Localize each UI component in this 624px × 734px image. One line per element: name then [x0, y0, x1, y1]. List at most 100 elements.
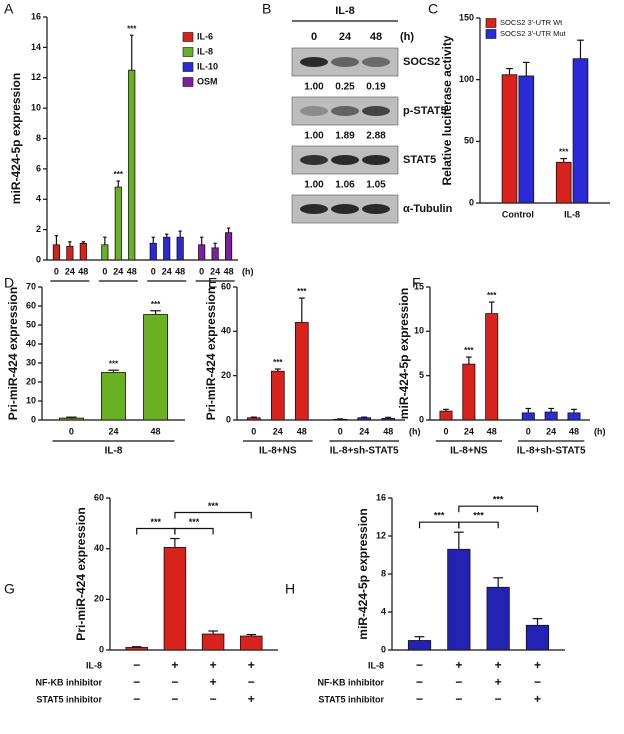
- legend-label: OSM: [197, 76, 218, 86]
- y-tick-label: 20: [221, 370, 231, 380]
- y-tick-label: 30: [26, 357, 36, 367]
- x-unit: (h): [409, 426, 421, 436]
- bar: [462, 363, 476, 421]
- y-tick-label: 5: [419, 370, 424, 380]
- group-label: IL-8+NS: [259, 446, 297, 457]
- y-tick-label: 2: [36, 224, 41, 234]
- error-bar: [571, 408, 577, 413]
- legend-swatch: [182, 47, 194, 57]
- x-tick-label: 48: [127, 266, 137, 276]
- condition-mark: +: [171, 658, 178, 672]
- error-bar: [414, 636, 425, 641]
- condition-mark: −: [133, 675, 140, 689]
- significance-label: ***: [297, 287, 307, 296]
- bar: [59, 417, 84, 421]
- error-bar: [250, 416, 257, 418]
- condition-mark: −: [455, 692, 462, 706]
- blot-quant: 1.89: [335, 131, 355, 142]
- blot-row-label: p-STAT5: [403, 105, 447, 117]
- bar: [201, 633, 225, 651]
- y-tick-label: 70: [26, 281, 36, 291]
- error-bar: [103, 236, 107, 245]
- x-tick-label: 24: [113, 266, 123, 276]
- bar: [101, 372, 126, 421]
- error-bar: [274, 368, 281, 372]
- x-tick-label: 24: [359, 426, 369, 436]
- y-tick-label: 8: [36, 133, 41, 143]
- error-bar: [488, 301, 495, 314]
- y-tick-label: 0: [226, 414, 231, 424]
- error-bar: [213, 242, 217, 248]
- significance-label: ***: [464, 346, 474, 355]
- blot-band: [331, 57, 359, 67]
- bracket: [136, 527, 176, 535]
- significance-label: ***: [273, 358, 283, 367]
- x-tick-label: 0: [102, 266, 107, 276]
- condition-mark: +: [534, 658, 541, 672]
- y-tick-label: 10: [414, 326, 424, 336]
- lane-label: 24: [339, 31, 352, 43]
- significance-label: ***: [109, 359, 119, 368]
- y-axis-label: Pri-miR-424 expression: [6, 287, 20, 420]
- bar: [518, 75, 535, 204]
- y-tick-label: 4: [36, 194, 41, 204]
- error-bar: [131, 646, 142, 648]
- bar: [521, 412, 535, 421]
- significance-label: ***: [559, 148, 569, 157]
- legend-label: IL-8: [197, 46, 213, 56]
- condition-mark: −: [171, 675, 178, 689]
- x-tick-label: IL-8: [564, 209, 580, 219]
- bar: [486, 586, 510, 651]
- x-tick-label: 0: [443, 426, 448, 436]
- legend-swatch: [485, 29, 497, 39]
- x-tick-label: 24: [65, 266, 75, 276]
- y-tick-label: 40: [94, 543, 104, 553]
- x-tick-label: 0: [526, 426, 531, 436]
- error-bar: [178, 230, 182, 238]
- x-tick-label: 48: [569, 426, 579, 436]
- error-bar: [81, 241, 85, 244]
- bar: [572, 58, 589, 204]
- bar: [407, 640, 432, 651]
- error-bar: [170, 537, 180, 548]
- x-unit: (h): [242, 266, 254, 276]
- error-bar: [361, 416, 368, 418]
- time-unit: (h): [400, 31, 414, 43]
- error-bar: [466, 356, 472, 365]
- legend-label: IL-6: [197, 31, 213, 41]
- bracket-label: ***: [189, 517, 200, 527]
- condition-label: NF-KB inhibitor: [36, 677, 103, 687]
- blot-quant: 1.05: [366, 180, 386, 191]
- legend-label: SOCS2 3'-UTR Wt: [500, 18, 563, 27]
- x-tick-label: 48: [297, 426, 307, 436]
- y-tick-label: 0: [419, 414, 424, 424]
- bar: [544, 411, 558, 421]
- error-bar: [548, 407, 554, 413]
- condition-label: STAT5 inhibitor: [318, 694, 384, 704]
- panel-letter: C: [428, 1, 438, 17]
- bracket: [458, 505, 539, 513]
- condition-mark: +: [495, 675, 502, 689]
- panel-letter: B: [262, 1, 271, 17]
- error-bar: [108, 369, 119, 373]
- legend-swatch: [182, 77, 194, 87]
- significance-label: ***: [487, 291, 497, 300]
- condition-mark: −: [416, 692, 423, 706]
- condition-mark: −: [416, 658, 423, 672]
- condition-mark: +: [534, 692, 541, 706]
- x-tick-label: 24: [273, 426, 283, 436]
- error-bar: [560, 158, 568, 163]
- error-bar: [151, 236, 155, 244]
- blot-band: [300, 155, 328, 165]
- blot-quant: 1.00: [304, 82, 324, 93]
- blot-band: [300, 106, 328, 116]
- condition-mark: +: [210, 675, 217, 689]
- y-tick-label: 40: [221, 326, 231, 336]
- x-tick-label: 48: [78, 266, 88, 276]
- error-bar: [54, 235, 59, 245]
- bar: [246, 417, 261, 421]
- blot-row-label: STAT5: [403, 154, 436, 166]
- condition-mark: −: [495, 692, 502, 706]
- bar: [114, 186, 122, 261]
- blot-band: [362, 106, 390, 116]
